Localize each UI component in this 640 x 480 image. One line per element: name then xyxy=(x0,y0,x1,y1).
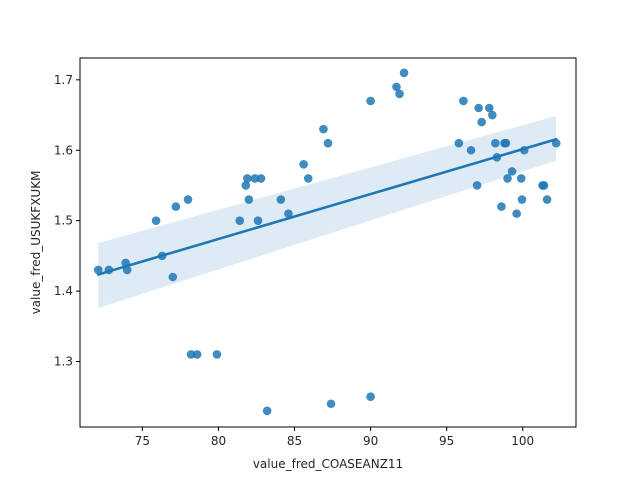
scatter-point xyxy=(477,117,486,127)
scatter-point xyxy=(303,174,313,183)
regression-line-layer xyxy=(96,137,558,276)
scatter-point xyxy=(516,174,526,183)
scatter-point xyxy=(517,195,527,204)
y-tick-label: 1.7 xyxy=(54,73,73,87)
scatter-point xyxy=(235,216,245,225)
scatter-point xyxy=(192,350,202,359)
x-tick-label: 75 xyxy=(135,434,150,448)
x-axis-ticks: 75 80 85 90 95 100 xyxy=(135,427,534,448)
scatter-point xyxy=(366,392,375,402)
scatter-point xyxy=(151,216,161,225)
plot-area-frame xyxy=(79,57,577,428)
scatter-point xyxy=(262,406,272,416)
scatter-point xyxy=(484,103,494,113)
y-axis-label: value_fred_USUKFXUKM xyxy=(29,171,43,315)
scatter-point xyxy=(399,68,409,78)
scatter-point xyxy=(276,195,286,204)
y-tick-label: 1.4 xyxy=(54,284,73,298)
y-tick-label: 1.3 xyxy=(54,355,73,369)
scatter-point xyxy=(168,272,178,282)
scatter-point xyxy=(395,89,404,99)
scatter-point xyxy=(542,195,552,204)
x-axis-label: value_fred_COASEANZ11 xyxy=(253,457,403,471)
scatter-point xyxy=(539,181,549,190)
scatter-point xyxy=(93,265,103,275)
scatter-point xyxy=(183,195,193,204)
scatter-point xyxy=(186,350,196,359)
scatter-point xyxy=(299,160,308,169)
scatter-point xyxy=(501,138,511,148)
scatter-point xyxy=(366,96,375,106)
scatter-point xyxy=(392,82,401,92)
scatter-point xyxy=(497,202,506,211)
scatter-point xyxy=(319,124,328,134)
scatter-point xyxy=(253,216,263,225)
scatter-point xyxy=(491,138,500,148)
scatter-point xyxy=(171,202,181,211)
confidence-band-layer xyxy=(98,115,557,308)
scatter-points-layer xyxy=(93,68,561,416)
x-tick-label: 100 xyxy=(511,434,534,448)
confidence-band xyxy=(98,115,557,308)
regression-line xyxy=(96,137,558,276)
x-tick-label: 95 xyxy=(439,434,454,448)
scatter-point xyxy=(243,174,252,183)
scatter-point xyxy=(323,138,333,148)
y-tick-label: 1.6 xyxy=(54,143,73,157)
x-tick-label: 90 xyxy=(363,434,378,448)
scatter-point xyxy=(244,195,254,204)
x-tick-label: 85 xyxy=(287,434,302,448)
scatter-point xyxy=(503,174,512,183)
scatter-point xyxy=(241,181,251,190)
scatter-point xyxy=(284,209,293,218)
y-tick-label: 1.5 xyxy=(54,214,73,228)
scatter-point xyxy=(488,110,497,120)
y-axis-ticks: 1.3 1.4 1.5 1.6 1.7 xyxy=(54,73,80,369)
scatter-point xyxy=(454,138,464,148)
scatter-point xyxy=(466,145,476,155)
scatter-point xyxy=(459,96,468,106)
scatter-point xyxy=(472,181,482,190)
scatter-point xyxy=(250,174,260,183)
scatter-point xyxy=(507,167,517,176)
scatter-point xyxy=(474,103,483,113)
scatter-point xyxy=(256,174,266,183)
x-tick-label: 80 xyxy=(211,434,226,448)
scatter-point xyxy=(326,399,336,409)
scatter-point xyxy=(512,209,521,218)
scatter-point xyxy=(212,350,222,359)
